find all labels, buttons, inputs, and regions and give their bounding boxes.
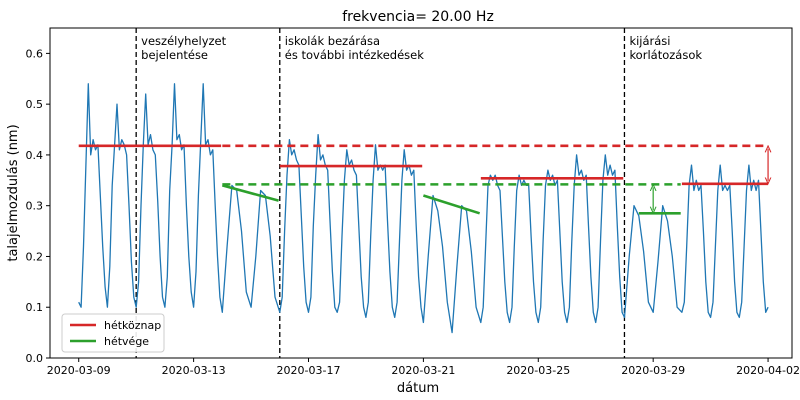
- x-tick-label: 2020-03-13: [162, 364, 226, 377]
- weekend-level-line: [221, 184, 279, 202]
- y-tick-label: 0.2: [26, 250, 44, 263]
- x-axis-label: dátum: [397, 381, 439, 396]
- event-annotation: veszélyhelyzet: [141, 34, 226, 48]
- event-annotation: korlátozások: [629, 48, 702, 62]
- plot-frame: [49, 27, 793, 359]
- legend-label-weekend: hétvége: [104, 335, 149, 348]
- y-tick-label: 0.1: [26, 301, 44, 314]
- y-tick-label: 0.6: [26, 47, 44, 60]
- y-tick-label: 0.0: [26, 352, 44, 365]
- event-annotation: kijárási: [629, 34, 670, 48]
- x-tick-label: 2020-03-09: [47, 364, 111, 377]
- legend-label-weekday: hétköznap: [104, 319, 161, 332]
- x-tick-label: 2020-04-02: [736, 364, 800, 377]
- y-tick-label: 0.5: [26, 98, 44, 111]
- axes-ticks: 0.0 0.1 0.2 0.3 0.4 0.5 0.6 2020-03-09 2020-03-1…: [26, 47, 800, 377]
- signal-line: [78, 83, 769, 334]
- event-annotation: bejelentése: [141, 48, 208, 62]
- x-tick-label: 2020-03-17: [277, 364, 341, 377]
- legend: hétköznap hétvége: [61, 313, 165, 353]
- event-annotation: iskolák bezárása: [285, 34, 380, 48]
- y-tick-label: 0.3: [26, 200, 44, 213]
- x-tick-label: 2020-03-29: [621, 364, 685, 377]
- x-tick-label: 2020-03-21: [391, 364, 455, 377]
- x-tick-label: 2020-03-25: [506, 364, 570, 377]
- legend-box: [61, 313, 165, 353]
- chart-title: frekvencia= 20.00 Hz: [342, 9, 494, 25]
- weekend-level-line: [423, 194, 481, 215]
- event-annotation: és további intézkedések: [285, 48, 424, 62]
- y-tick-label: 0.4: [26, 149, 44, 162]
- y-axis-label: talajelmozdulás (nm): [6, 124, 21, 261]
